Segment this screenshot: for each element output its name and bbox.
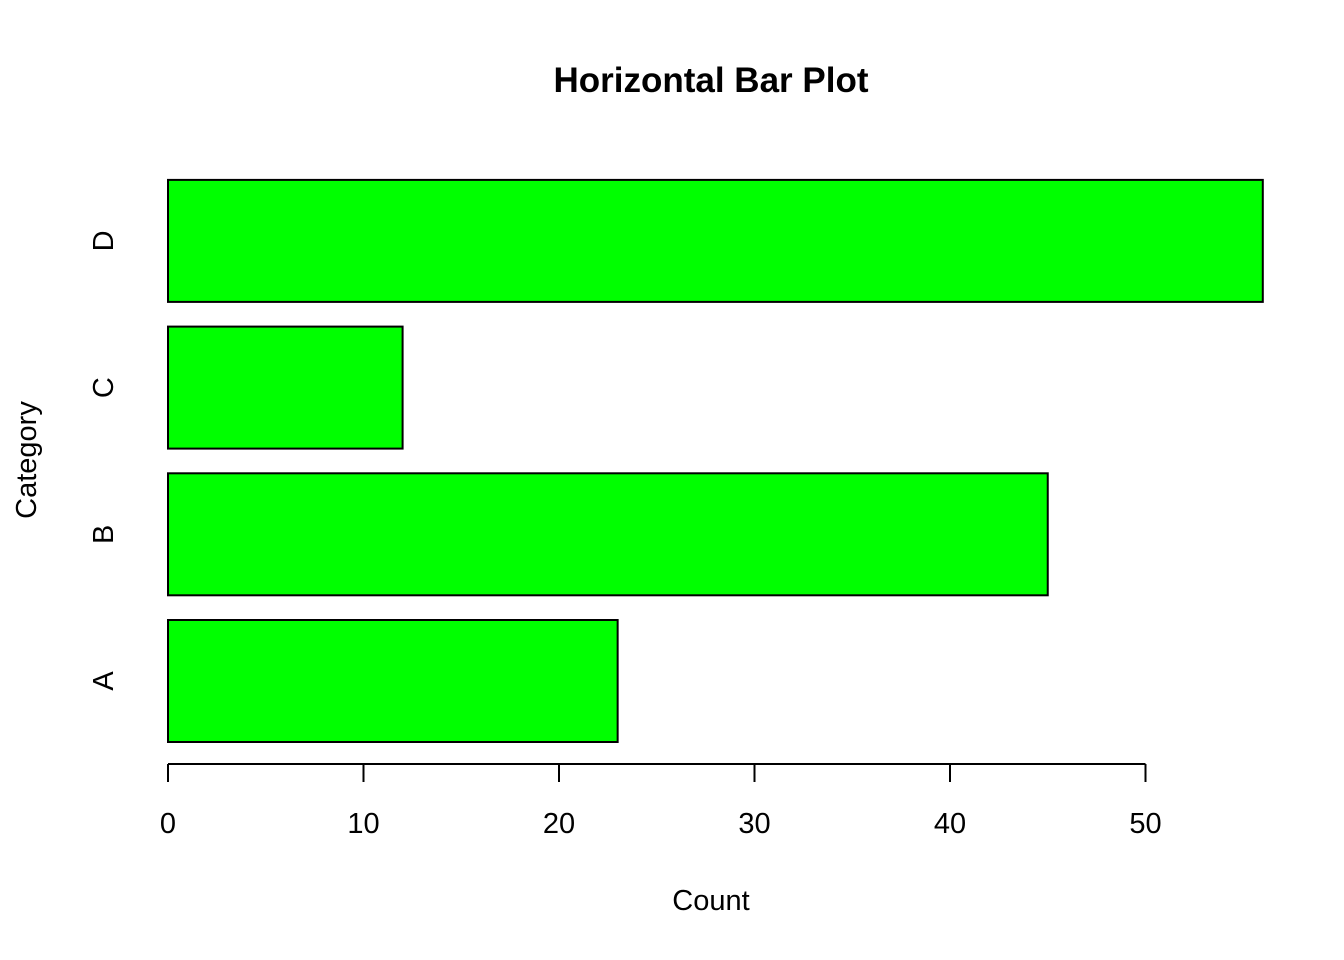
x-tick-label: 10 xyxy=(347,808,379,840)
y-axis-label: Category xyxy=(11,401,43,519)
x-tick-label: 50 xyxy=(1129,808,1161,840)
chart-title: Horizontal Bar Plot xyxy=(553,61,868,100)
x-tick-label: 0 xyxy=(160,808,176,840)
category-label-A: A xyxy=(88,671,120,691)
bar-D xyxy=(167,178,1264,303)
x-tick-label: 40 xyxy=(934,808,966,840)
category-label-C: C xyxy=(88,377,120,398)
category-labels-group: A B C D xyxy=(88,230,120,690)
bar-A xyxy=(167,619,619,743)
x-tick-label: 20 xyxy=(543,808,575,840)
x-tick-label: 30 xyxy=(738,808,770,840)
x-axis-label: Count xyxy=(672,885,749,917)
category-label-D: D xyxy=(88,230,120,251)
bar-B xyxy=(167,472,1049,597)
category-label-B: B xyxy=(88,525,120,544)
x-axis: 0 10 20 30 40 50 xyxy=(160,763,1162,840)
bar-C xyxy=(167,325,404,450)
bars-group xyxy=(167,178,1264,743)
